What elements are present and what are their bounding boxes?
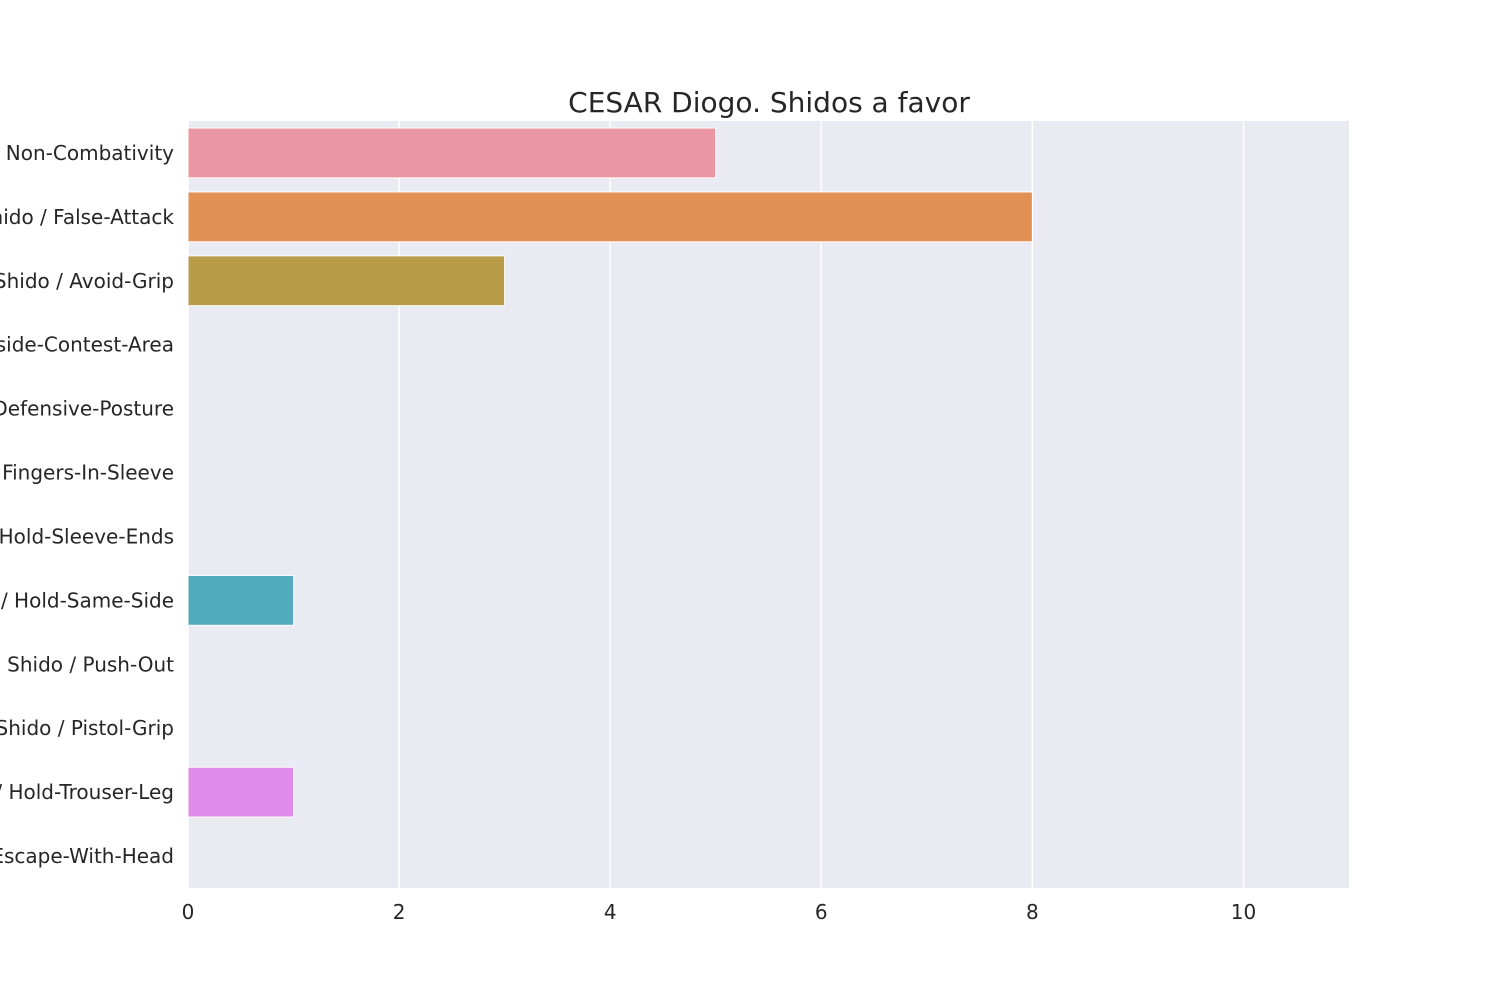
x-tick-label: 4	[604, 900, 617, 924]
plot-area	[188, 121, 1349, 888]
x-tick-labels: 0 2 4 6 8 10	[182, 900, 1257, 924]
y-tick-label: Shido / Non-Combativity	[0, 141, 174, 165]
x-tick-label: 10	[1231, 900, 1256, 924]
y-tick-label: Shido / Outside-Contest-Area	[0, 333, 174, 357]
x-gridlines	[187, 121, 1245, 888]
y-tick-label: Shido / Avoid-Grip	[0, 269, 174, 293]
bars	[187, 127, 1033, 818]
bar	[187, 191, 1033, 243]
y-tick-label: Shido / Escape-With-Head	[0, 844, 174, 868]
x-tick-label: 2	[393, 900, 406, 924]
y-tick-label: Shido / False-Attack	[0, 205, 174, 229]
chart-title: CESAR Diogo. Shidos a favor	[568, 86, 970, 119]
bar	[187, 127, 717, 179]
y-tick-label: Shido / Push-Out	[7, 652, 174, 676]
bar	[187, 766, 295, 818]
y-tick-labels: Shido / Non-Combativity Shido / False-Att…	[0, 141, 174, 868]
bar	[187, 255, 506, 307]
y-tick-label: Shido / Fingers-In-Sleeve	[0, 461, 174, 485]
y-tick-label: Shido / Pistol-Grip	[0, 716, 174, 740]
y-tick-label: Shido / Hold-Sleeve-Ends	[0, 524, 174, 548]
bar	[187, 574, 295, 626]
x-tick-label: 0	[182, 900, 195, 924]
y-tick-label: Shido / Defensive-Posture	[0, 397, 174, 421]
y-tick-label: Shido / Hold-Trouser-Leg	[0, 780, 174, 804]
x-tick-label: 8	[1026, 900, 1039, 924]
y-tick-label: Shido / Hold-Same-Side	[0, 588, 174, 612]
x-tick-label: 6	[815, 900, 828, 924]
